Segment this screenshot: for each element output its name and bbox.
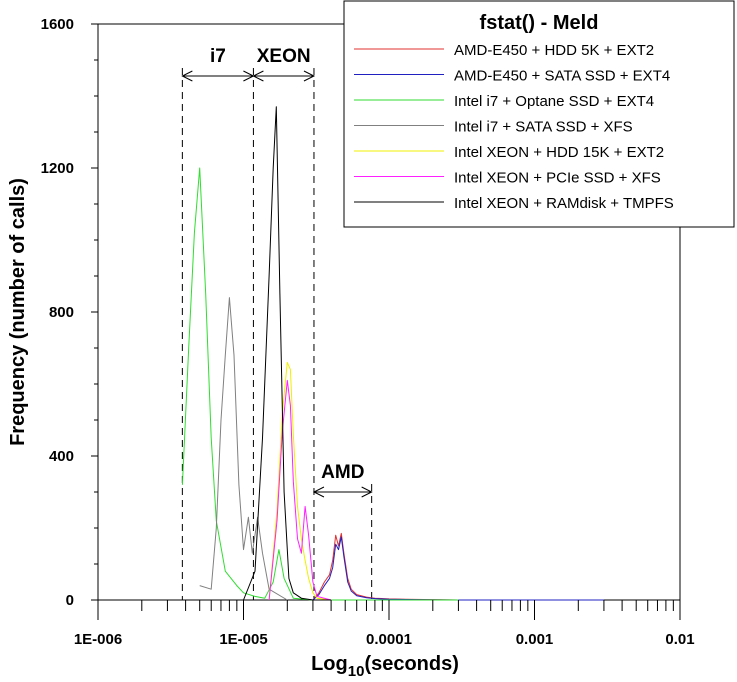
series-line-4 bbox=[199, 297, 288, 601]
y-tick-label: 400 bbox=[49, 448, 74, 465]
x-tick-label: 1E-006 bbox=[74, 631, 122, 648]
series-line-6 bbox=[268, 379, 332, 601]
legend-box bbox=[343, 0, 735, 228]
x-axis-title: Log10(seconds) bbox=[311, 653, 459, 680]
y-tick-label: 800 bbox=[49, 304, 74, 321]
x-tick-label: 1E-005 bbox=[219, 631, 267, 648]
x-tick-label: 0.0001 bbox=[366, 631, 412, 648]
y-axis-title: Frequency (number of calls) bbox=[7, 178, 29, 446]
legend-label: Intel i7 + SATA SSD + XFS bbox=[454, 119, 633, 136]
legend-title: fstat() - Meld bbox=[480, 12, 599, 34]
annotation-xeon: XEON bbox=[257, 46, 311, 67]
series-line-3 bbox=[181, 167, 459, 601]
arrow-head-right bbox=[303, 70, 316, 82]
arrow-head-left bbox=[312, 486, 325, 498]
legend-label: Intel XEON + HDD 15K + EXT2 bbox=[454, 144, 664, 161]
series-line-7 bbox=[243, 106, 332, 601]
legend-label: Intel i7 + Optane SSD + EXT4 bbox=[454, 93, 654, 110]
series-line-2 bbox=[312, 536, 604, 601]
arrow-head-right bbox=[361, 486, 373, 498]
series-line-1 bbox=[312, 532, 459, 601]
legend: fstat() - Meld AMD-E450 + HDD 5K + EXT2 A… bbox=[343, 0, 735, 228]
y-tick-label: 1200 bbox=[41, 160, 74, 177]
annotation-amd: AMD bbox=[321, 462, 364, 483]
annotation-i7: i7 bbox=[210, 46, 226, 67]
x-tick-label: 0.01 bbox=[665, 631, 694, 648]
arrow-head-left bbox=[181, 70, 193, 82]
legend-label: Intel XEON + PCIe SSD + XFS bbox=[454, 170, 661, 187]
arrow-head-left bbox=[252, 70, 264, 82]
x-tick-label: 0.001 bbox=[516, 631, 554, 648]
legend-label: AMD-E450 + SATA SSD + EXT4 bbox=[454, 68, 670, 85]
y-tick-label: 1600 bbox=[41, 16, 74, 33]
legend-label: AMD-E450 + HDD 5K + EXT2 bbox=[454, 42, 654, 59]
legend-label: Intel XEON + RAMdisk + TMPFS bbox=[454, 195, 674, 212]
y-tick-label: 0 bbox=[66, 592, 74, 609]
